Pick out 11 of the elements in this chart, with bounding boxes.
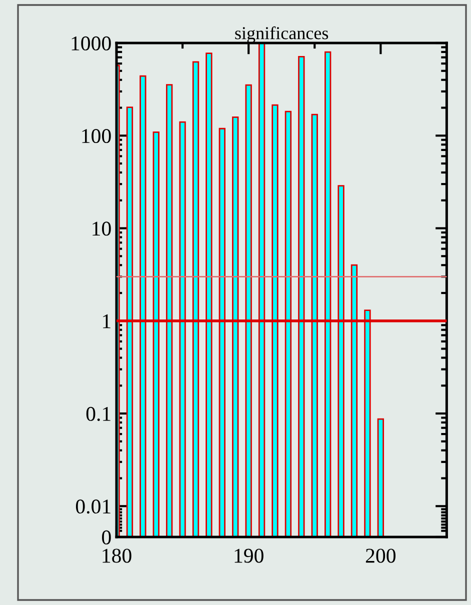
y-tick-label: 1000 [72,36,111,50]
y-tick-label: 100 [82,129,111,144]
y-tick-label: 1 [103,314,110,328]
x-tick-label: 200 [366,548,396,563]
chart-title: significances [235,26,328,43]
y-tick-label: 0.1 [86,406,110,422]
x-tick-label: 190 [234,548,264,563]
y-tick-label: 10 [92,222,111,236]
y-tick-label: 0.01 [76,500,110,514]
y-tick-label: 0 [102,530,111,544]
x-tick-label: 180 [102,548,132,563]
